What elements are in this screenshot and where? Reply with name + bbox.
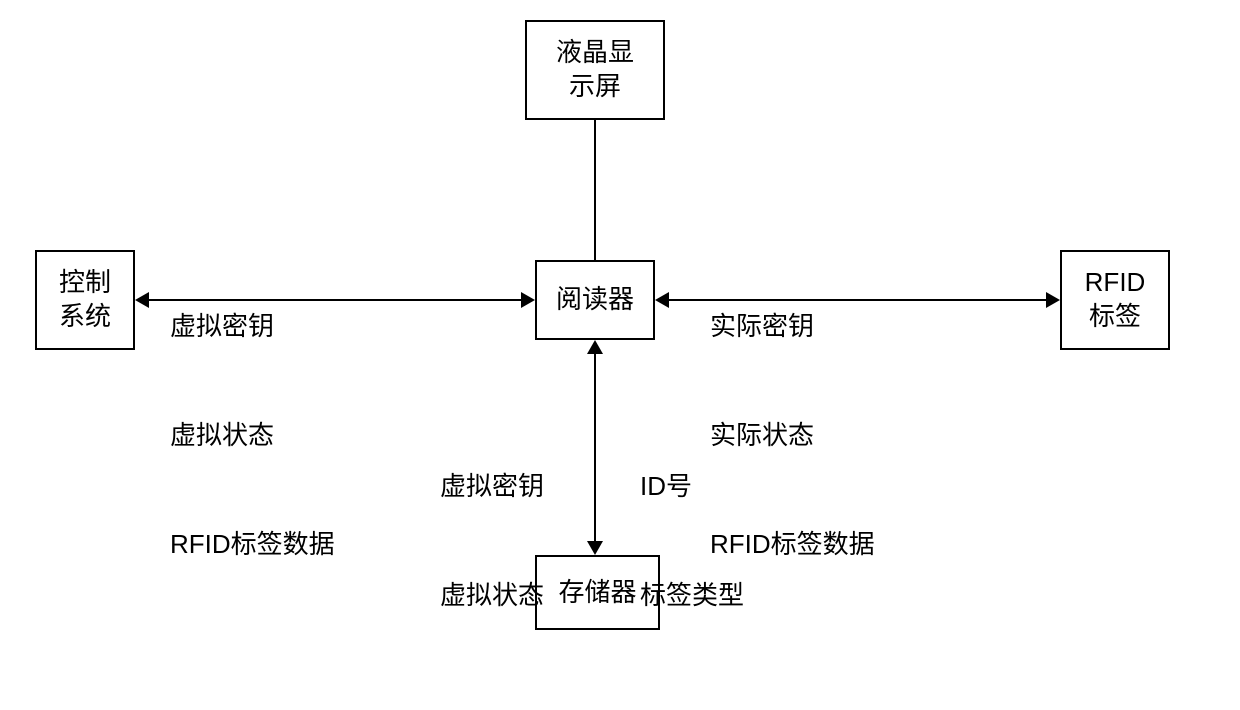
node-control-label: 控制系统 — [59, 266, 111, 334]
edge-control-reader-arrow-left — [135, 292, 149, 308]
edge-label-line: 虚拟密钥 — [440, 468, 544, 504]
edge-label-line: 标签类型 — [640, 577, 744, 613]
node-lcd-label: 液晶显示屏 — [556, 36, 634, 104]
edge-control-reader-arrow-right — [521, 292, 535, 308]
edge-reader-rfid-arrow-left — [655, 292, 669, 308]
node-lcd: 液晶显示屏 — [525, 20, 665, 120]
node-rfid: RFID标签 — [1060, 250, 1170, 350]
edge-reader-memory-label-right: ID号 标签类型 — [640, 395, 744, 650]
edge-label-line: 虚拟状态 — [170, 417, 335, 453]
edge-reader-memory-arrow-up — [587, 340, 603, 354]
edge-lcd-reader — [594, 120, 596, 260]
edge-label-line: 虚拟状态 — [440, 577, 544, 613]
node-rfid-label: RFID标签 — [1085, 266, 1146, 334]
edge-control-reader-label: 虚拟密钥 虚拟状态 RFID标签数据 — [170, 235, 335, 599]
edge-reader-memory-line — [594, 354, 596, 541]
node-control: 控制系统 — [35, 250, 135, 350]
edge-label-line: ID号 — [640, 468, 744, 504]
edge-label-line: RFID标签数据 — [170, 526, 335, 562]
edge-reader-memory-arrow-down — [587, 541, 603, 555]
edge-label-line: 虚拟密钥 — [170, 308, 335, 344]
node-reader-label: 阅读器 — [556, 283, 634, 317]
node-memory-label: 存储器 — [558, 576, 636, 610]
edge-reader-rfid-arrow-right — [1046, 292, 1060, 308]
edge-label-line: 实际密钥 — [710, 308, 875, 344]
node-reader: 阅读器 — [535, 260, 655, 340]
edge-reader-memory-label-left: 虚拟密钥 虚拟状态 — [440, 395, 544, 650]
